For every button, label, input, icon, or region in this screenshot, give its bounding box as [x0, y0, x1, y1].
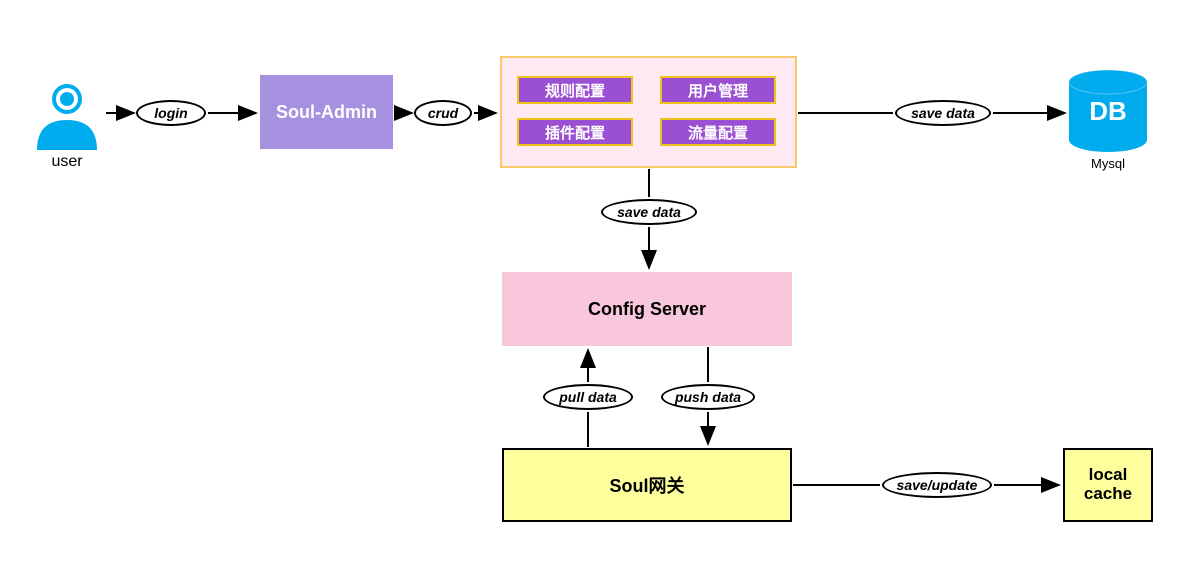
local-cache-line2: cache	[1084, 485, 1132, 504]
edge-label-saveupdate: save/update	[882, 472, 992, 498]
node-local-cache: local cache	[1063, 448, 1153, 522]
node-soul-gateway: Soul网关	[502, 448, 792, 522]
edge-label-pulldata: pull data	[543, 384, 633, 410]
edge-label-savedata-down: save data	[601, 199, 697, 225]
config-btn-rules: 规则配置	[517, 76, 633, 104]
edge-label-crud: crud	[414, 100, 472, 126]
node-config-panel	[500, 56, 797, 168]
node-config-server: Config Server	[502, 272, 792, 346]
svg-text:DB: DB	[1089, 96, 1127, 126]
config-btn-traffic: 流量配置	[660, 118, 776, 146]
edge-label-login: login	[136, 100, 206, 126]
local-cache-line1: local	[1089, 466, 1128, 485]
database-icon: DB	[1069, 70, 1147, 152]
config-btn-plugins: 插件配置	[517, 118, 633, 146]
user-label: user	[45, 153, 89, 171]
user-icon	[37, 84, 97, 150]
config-btn-users: 用户管理	[660, 76, 776, 104]
node-soul-admin: Soul-Admin	[260, 75, 393, 149]
edge-label-savedata-right: save data	[895, 100, 991, 126]
db-sublabel: Mysql	[1088, 156, 1128, 171]
edge-label-pushdata: push data	[661, 384, 755, 410]
